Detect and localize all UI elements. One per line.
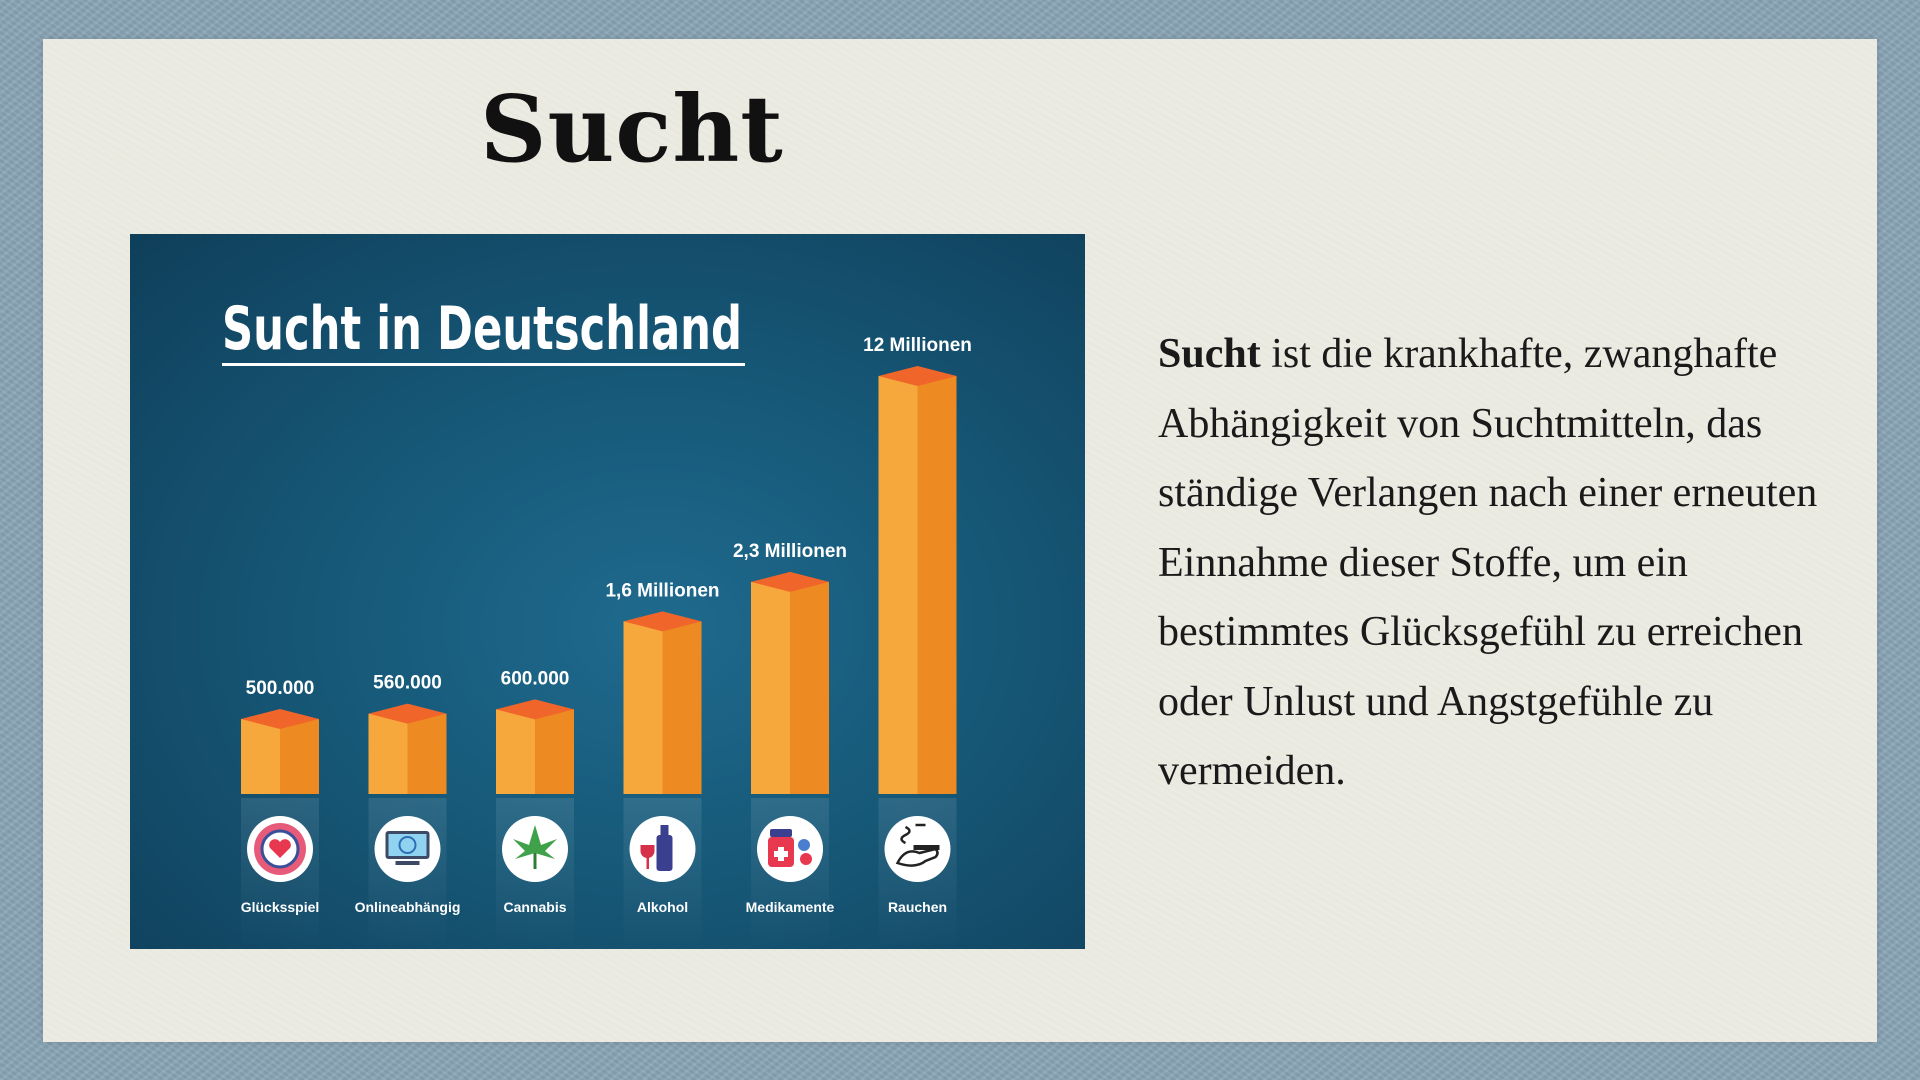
alcohol-bottle-icon-glass [640, 845, 655, 858]
bars-group: 500.000 Glücksspiel 560.000 Onlineabhängig 6… [241, 335, 972, 948]
bar-top [623, 611, 702, 632]
medicine-icon-pill [798, 839, 810, 851]
bar-face-right [917, 376, 957, 794]
category-label: Cannabis [503, 899, 566, 915]
bar-face-left [368, 713, 408, 794]
computer-globe-icon-screen [388, 834, 427, 856]
smoking-hand-icon-cigarette [913, 845, 940, 850]
value-label: 600.000 [501, 668, 570, 689]
bar-face-right [662, 621, 702, 794]
category-label: Glücksspiel [241, 899, 320, 915]
bar-top [241, 709, 319, 729]
cannabis-leaf-icon [513, 825, 557, 859]
bar-face-left [496, 709, 535, 794]
bar-face-left [878, 376, 918, 794]
medicine-icon-cap [770, 829, 792, 837]
slide-title: Sucht [480, 75, 784, 183]
bar-top [878, 366, 957, 386]
casino-chip-icon-heart [269, 839, 291, 858]
value-label: 560.000 [373, 673, 442, 694]
bar-top [496, 699, 574, 720]
medicine-icon-pill2 [800, 853, 812, 865]
bar-face-left [623, 621, 663, 794]
smoking-hand-icon [895, 847, 939, 867]
value-label: 12 Millionen [863, 335, 972, 356]
definition-term: Sucht [1158, 331, 1261, 377]
bar-face-right [407, 713, 447, 794]
bar-face-left [751, 581, 790, 794]
chart-panel: Sucht in Deutschland 500.000 Glücksspiel 5… [130, 234, 1085, 949]
alcohol-bottle-icon [656, 835, 673, 871]
category-label: Rauchen [888, 899, 947, 915]
bar-face-left [241, 719, 280, 794]
cannabis-leaf-icon-stem [533, 853, 537, 869]
alcohol-bottle-icon-neck [660, 825, 669, 835]
bar-face-right [790, 581, 829, 794]
value-label: 1,6 Millionen [605, 580, 719, 601]
smoking-hand-icon-smoke [900, 825, 911, 845]
category-label: Alkohol [637, 899, 688, 915]
value-label: 2,3 Millionen [733, 541, 847, 562]
alcohol-bottle-icon-glass-stem [646, 857, 649, 869]
chart-title-underline [222, 363, 745, 366]
bar-face-right [535, 709, 574, 794]
category-label: Onlineabhängig [355, 899, 461, 915]
chart-title: Sucht in Deutschland [222, 294, 742, 364]
medicine-icon-cross-h [774, 851, 788, 857]
bar-top [751, 571, 829, 592]
definition-body: ist die krankhafte, zwanghafte Abhängigk… [1158, 331, 1818, 794]
bar-top [368, 703, 447, 724]
category-label: Medikamente [746, 899, 835, 915]
computer-globe-icon-stand [395, 861, 420, 865]
bar-chart: Sucht in Deutschland 500.000Glücksspiel5… [222, 294, 972, 948]
definition-text: Sucht ist die krankhafte, zwanghafte Abh… [1158, 320, 1858, 807]
value-label: 500.000 [246, 678, 315, 699]
computer-globe-icon-globe [398, 836, 417, 854]
bar-face-right [280, 719, 319, 794]
